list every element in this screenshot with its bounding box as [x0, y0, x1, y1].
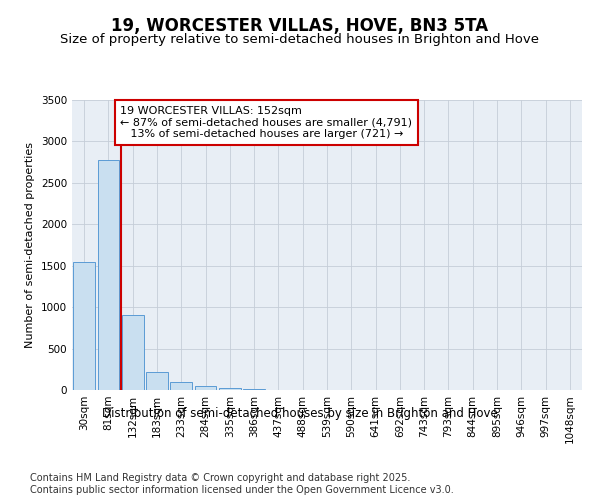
- Text: Contains HM Land Registry data © Crown copyright and database right 2025.
Contai: Contains HM Land Registry data © Crown c…: [30, 474, 454, 495]
- Bar: [219, 388, 241, 390]
- Bar: [194, 386, 217, 390]
- Text: Distribution of semi-detached houses by size in Brighton and Hove: Distribution of semi-detached houses by …: [102, 408, 498, 420]
- Bar: [97, 160, 119, 390]
- Text: 19 WORCESTER VILLAS: 152sqm
← 87% of semi-detached houses are smaller (4,791)
  : 19 WORCESTER VILLAS: 152sqm ← 87% of sem…: [121, 106, 412, 139]
- Text: 19, WORCESTER VILLAS, HOVE, BN3 5TA: 19, WORCESTER VILLAS, HOVE, BN3 5TA: [112, 18, 488, 36]
- Bar: [146, 372, 168, 390]
- Bar: [122, 316, 143, 390]
- Y-axis label: Number of semi-detached properties: Number of semi-detached properties: [25, 142, 35, 348]
- Text: Size of property relative to semi-detached houses in Brighton and Hove: Size of property relative to semi-detach…: [61, 32, 539, 46]
- Bar: [170, 382, 192, 390]
- Bar: [73, 262, 95, 390]
